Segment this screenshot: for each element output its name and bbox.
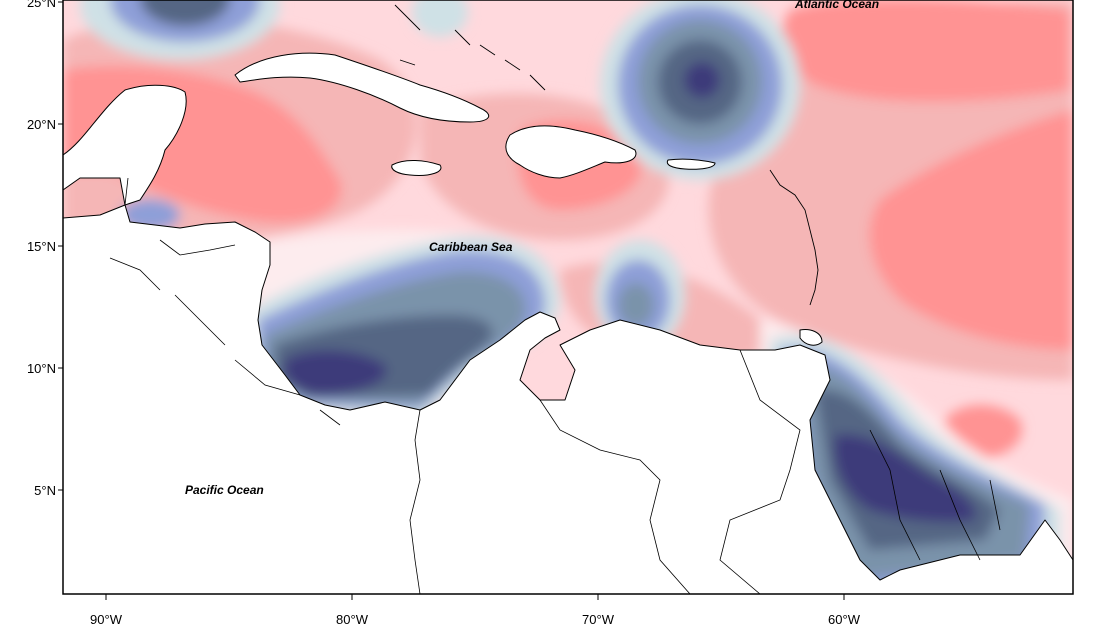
y-tick-label: 20°N [27, 117, 56, 132]
y-tick-label: 5°N [34, 483, 56, 498]
x-tick-label: 70°W [582, 612, 615, 627]
lesser-antilles [769, 169, 819, 306]
field-neg-ven-3 [618, 283, 654, 327]
border-lines [109, 177, 1001, 594]
field-neg-bahamas [412, 0, 468, 37]
label-pacific-ocean: Pacific Ocean [185, 483, 264, 497]
y-tick-label: 10°N [27, 361, 56, 376]
field-neg-nw-3 [140, 0, 230, 26]
land-central-america [63, 204, 1073, 594]
land-trinidad [799, 329, 823, 346]
label-caribbean-sea: Caribbean Sea [429, 240, 513, 254]
land-hispaniola [505, 125, 637, 179]
x-axis: 90°W 80°W 70°W 60°W [90, 594, 861, 627]
y-axis: 25°N 20°N 15°N 10°N 5°N [27, 0, 63, 498]
field-pos-high-atlantic-north [782, 0, 1070, 102]
x-tick-label: 80°W [336, 612, 369, 627]
land-puerto-rico [666, 158, 716, 170]
x-tick-label: 90°W [90, 612, 123, 627]
field-layer [63, 0, 1073, 594]
land-cuba [234, 52, 490, 123]
field-pos-high-atlantic-east [869, 110, 1073, 350]
land-layer [63, 52, 1073, 594]
label-atlantic-ocean: Atlantic Ocean [794, 0, 879, 11]
y-tick-label: 25°N [27, 0, 56, 10]
land-yucatan [63, 84, 187, 206]
field-neg-scar-5 [284, 350, 387, 395]
x-tick-label: 60°W [828, 612, 861, 627]
map-frame [62, 0, 1074, 595]
borders-layer [109, 4, 1001, 594]
field-neg-atl-5 [684, 62, 720, 98]
y-tick-label: 15°N [27, 239, 56, 254]
land-jamaica [391, 160, 442, 176]
bahamas [394, 4, 546, 91]
field-neg-gui-5 [834, 434, 976, 522]
